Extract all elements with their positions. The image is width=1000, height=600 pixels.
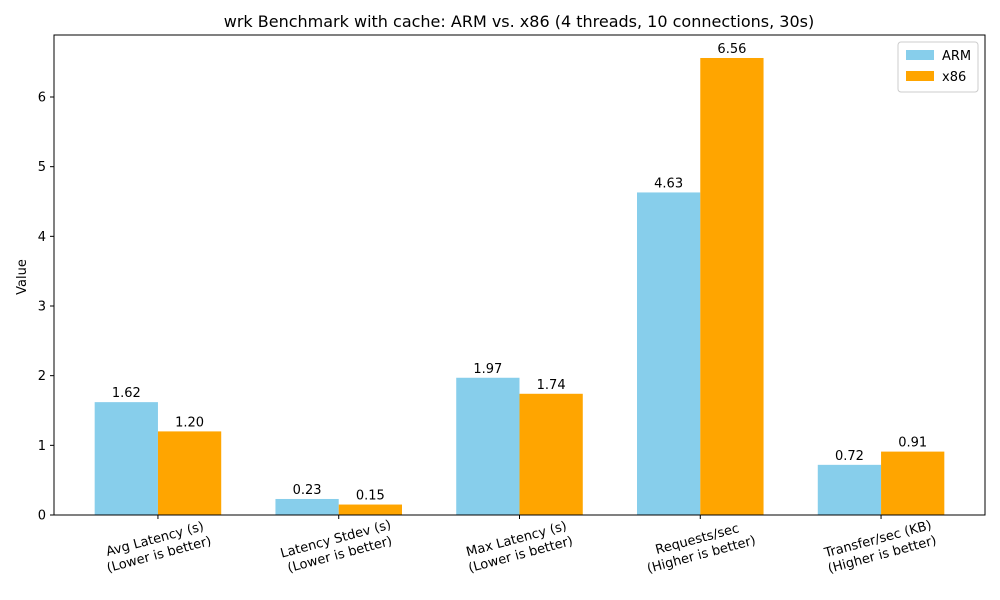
bar-value-label: 0.23: [293, 483, 322, 498]
bar-value-label: 6.56: [717, 42, 746, 57]
bar-value-label: 0.91: [898, 436, 927, 451]
legend-label-x86: x86: [942, 70, 966, 85]
bar-x86-0: [157, 431, 222, 515]
bar-arm-2: [456, 377, 520, 515]
bar-value-label: 1.97: [473, 362, 502, 377]
x-tick-label: Requests/sec(Higher is better): [646, 521, 758, 577]
x-tick-label: Avg Latency (s)(Lower is better): [104, 519, 213, 576]
y-tick-label: 2: [38, 369, 46, 384]
bar-value-label: 1.62: [112, 386, 141, 401]
bar-value-label: 0.15: [356, 489, 385, 504]
legend-swatch-x86: [906, 71, 934, 81]
x-tick-label: Max Latency (s)(Lower is better): [465, 519, 575, 576]
y-axis: 0 1 2 3 4 5 6: [38, 91, 54, 524]
bars: 1.62 1.20 0.23 0.15 1.97 1.74 4.63 6.56 0.72 0.91: [94, 42, 945, 516]
x-axis: Avg Latency (s)(Lower is better) Latency …: [104, 515, 938, 577]
bar-arm-3: [637, 192, 701, 516]
bar-arm-1: [275, 498, 339, 515]
legend: ARM x86: [897, 41, 979, 93]
y-tick-label: 0: [38, 509, 46, 524]
bar-arm-4: [817, 464, 882, 515]
x-tick-label: Latency Stdev (s)(Lower is better): [279, 518, 394, 577]
y-tick-label: 6: [38, 91, 46, 106]
plot-frame: [53, 34, 986, 516]
chart-title: wrk Benchmark with cache: ARM vs. x86 (4…: [224, 12, 814, 31]
y-axis-label: Value: [15, 259, 30, 295]
bar-x86-3: [700, 57, 764, 516]
bar-value-label: 1.74: [537, 378, 566, 393]
y-tick-label: 5: [38, 160, 46, 175]
bar-x86-2: [519, 393, 583, 515]
legend-label-arm: ARM: [942, 49, 971, 64]
bar-value-label: 1.20: [175, 415, 204, 430]
bar-x86-4: [881, 451, 945, 515]
y-tick-label: 4: [38, 230, 46, 245]
bar-value-label: 0.72: [835, 449, 864, 464]
bar-value-label: 4.63: [654, 176, 683, 191]
bar-x86-1: [338, 504, 402, 515]
y-tick-label: 3: [38, 300, 46, 315]
x-tick-label: Transfer/sec (KB)(Higher is better): [822, 518, 938, 577]
bar-arm-0: [94, 402, 158, 515]
legend-swatch-arm: [906, 50, 934, 60]
y-tick-label: 1: [38, 439, 46, 454]
